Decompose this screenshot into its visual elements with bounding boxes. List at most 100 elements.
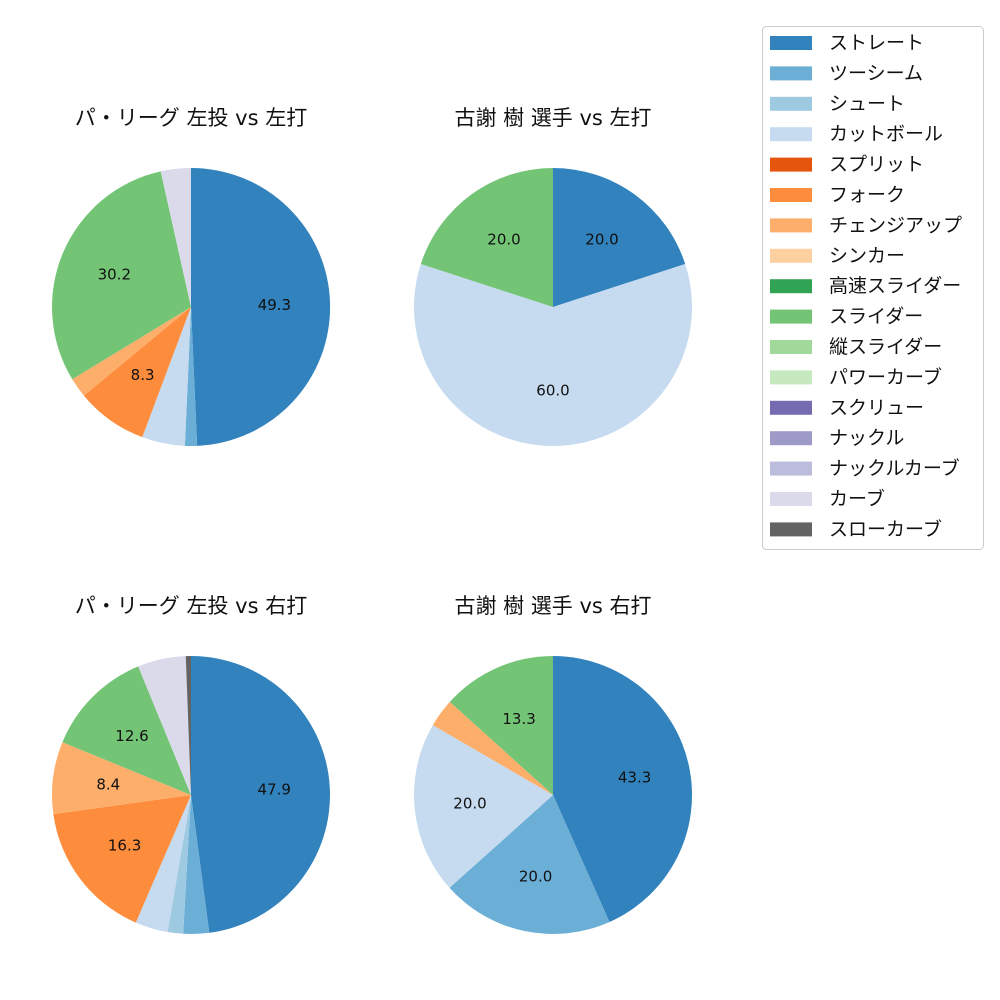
pie-slice <box>53 795 191 923</box>
legend-label: スローカーブ <box>829 517 942 540</box>
legend-label: ナックルカーブ <box>829 457 960 480</box>
legend-swatch <box>770 127 812 142</box>
legend-item: カーブ <box>770 487 885 510</box>
pie-slice <box>553 167 686 307</box>
pie-slice <box>432 701 553 795</box>
legend-item: チェンジアップ <box>770 214 962 236</box>
legend-label: チェンジアップ <box>829 214 962 236</box>
legend-item: パワーカーブ <box>770 365 942 388</box>
legend-label: スクリュー <box>829 397 924 419</box>
pie-slice <box>449 795 610 935</box>
legend-label: ストレート <box>829 32 924 54</box>
legend-item: 高速スライダー <box>770 275 961 297</box>
legend-label: カーブ <box>829 487 885 510</box>
pie-charts: パ・リーグ 左投 vs 左打 49.3 8.3 30.2 古謝 樹 選手 vs 左打 20… <box>52 106 693 935</box>
slice-value-label: 8.3 <box>131 366 155 384</box>
pie-slice <box>184 307 198 447</box>
pie-slice <box>185 656 191 795</box>
legend-swatch <box>770 522 812 537</box>
pie-chart-4: 古謝 樹 選手 vs 右打 43.3 20.0 20.0 13.3 <box>414 594 693 935</box>
legend-item: ナックルカーブ <box>770 457 960 480</box>
slice-value-label: 30.2 <box>98 265 131 283</box>
pie-slice <box>183 795 210 935</box>
legend-swatch <box>770 431 812 446</box>
pie-slice <box>52 742 191 815</box>
pie-slice <box>138 656 191 795</box>
pie-chart-3: パ・リーグ 左投 vs 右打 47.9 16.3 8.4 12.6 <box>52 594 330 935</box>
pie-slice <box>72 307 191 396</box>
legend-item: ストレート <box>770 32 924 54</box>
pie-slice <box>135 795 191 932</box>
legend-frame <box>762 26 984 550</box>
chart-title: 古謝 樹 選手 vs 右打 <box>454 594 651 618</box>
legend-item: シンカー <box>770 245 905 267</box>
slice-value-label: 8.4 <box>96 776 120 794</box>
legend-label: 高速スライダー <box>829 275 961 297</box>
legend-swatch <box>770 370 812 385</box>
legend-swatch <box>770 340 812 354</box>
legend-item: シュート <box>770 93 905 115</box>
pie-slice <box>553 656 693 923</box>
legend-item: スローカーブ <box>770 517 942 540</box>
legend-swatch <box>770 66 812 81</box>
pie-slice <box>160 168 191 307</box>
slice-value-label: 43.3 <box>618 769 651 787</box>
legend-item: フォーク <box>770 184 905 206</box>
legend-item: 縦スライダー <box>770 336 942 358</box>
chart-title: パ・リーグ 左投 vs 右打 <box>75 594 307 618</box>
legend-label: ツーシーム <box>829 62 923 84</box>
pie-slice <box>191 656 330 933</box>
pie-slice <box>414 725 553 888</box>
slice-value-label: 12.6 <box>115 727 148 745</box>
slice-value-label: 13.3 <box>502 710 535 728</box>
pie-slice <box>62 666 191 795</box>
legend-label: スプリット <box>829 154 924 176</box>
legend-swatch <box>770 157 812 172</box>
legend-label: カットボール <box>829 123 943 145</box>
slice-value-label: 16.3 <box>108 837 141 855</box>
pie-slice <box>52 171 191 380</box>
legend-label: ナックル <box>829 427 904 449</box>
pie-slice <box>420 168 553 307</box>
pie-slice <box>449 656 553 795</box>
slice-value-label: 60.0 <box>536 381 569 399</box>
pie-slice <box>167 795 191 934</box>
chart-title: 古謝 樹 選手 vs 左打 <box>454 106 651 130</box>
slice-value-label: 20.0 <box>487 231 520 249</box>
legend-swatch <box>770 218 812 233</box>
legend-label: シンカー <box>829 245 905 267</box>
pie-slice <box>83 307 191 438</box>
slice-value-label: 20.0 <box>519 868 552 886</box>
slice-value-label: 20.0 <box>453 795 486 813</box>
legend-swatch <box>770 400 812 415</box>
legend-swatch <box>770 36 812 50</box>
legend-label: 縦スライダー <box>829 336 942 358</box>
legend-label: パワーカーブ <box>829 365 942 388</box>
legend-item: スライダー <box>770 306 923 328</box>
legend-item: スクリュー <box>770 397 924 419</box>
pie-slice <box>191 167 331 446</box>
pie-chart-2: 古謝 樹 選手 vs 左打 20.0 60.0 20.0 <box>414 106 692 446</box>
legend-item: ナックル <box>770 427 904 449</box>
legend-swatch <box>770 188 812 202</box>
chart-title: パ・リーグ 左投 vs 左打 <box>75 106 307 130</box>
pie-chart-1: パ・リーグ 左投 vs 左打 49.3 8.3 30.2 <box>52 106 331 447</box>
legend-swatch <box>770 461 812 476</box>
legend-item: スプリット <box>770 154 924 176</box>
legend-item: ツーシーム <box>770 62 923 84</box>
slice-value-label: 20.0 <box>585 231 618 249</box>
legend-label: シュート <box>829 93 905 115</box>
legend-label: フォーク <box>829 184 905 206</box>
slice-value-label: 49.3 <box>258 296 291 314</box>
legend-swatch <box>770 279 812 294</box>
legend-item: カットボール <box>770 123 943 145</box>
legend-swatch <box>770 492 812 506</box>
pie-slice <box>142 307 191 446</box>
slice-value-label: 47.9 <box>257 781 290 799</box>
pie-slice <box>414 264 692 446</box>
legend-label: スライダー <box>829 306 923 328</box>
legend-swatch <box>770 309 812 324</box>
legend: ストレートツーシームシュートカットボールスプリットフォークチェンジアップシンカー… <box>762 26 984 550</box>
legend-swatch <box>770 96 812 111</box>
